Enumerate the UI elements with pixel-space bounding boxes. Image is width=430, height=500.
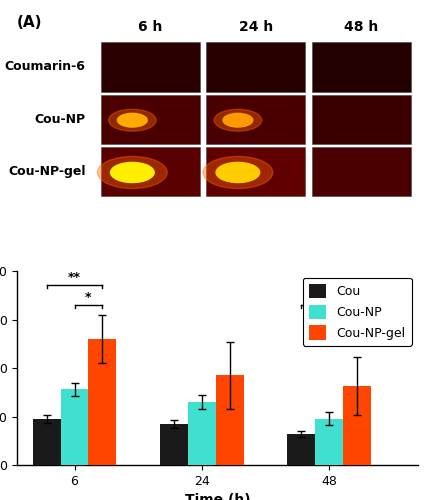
Bar	[206, 147, 304, 196]
Text: *: *	[325, 291, 332, 304]
Legend: Cou, Cou-NP, Cou-NP-gel: Cou, Cou-NP, Cou-NP-gel	[302, 278, 411, 346]
Text: **: **	[68, 270, 81, 283]
Circle shape	[117, 114, 147, 127]
Circle shape	[215, 162, 259, 182]
Circle shape	[214, 110, 261, 131]
Bar	[311, 42, 410, 92]
Bar	[88, 339, 116, 465]
Bar	[100, 147, 199, 196]
Circle shape	[110, 162, 154, 182]
Bar	[32, 419, 60, 465]
Text: 48 h: 48 h	[344, 20, 378, 34]
Bar	[342, 386, 370, 465]
Text: Cou-NP: Cou-NP	[34, 112, 85, 126]
Bar	[311, 94, 410, 144]
Circle shape	[108, 110, 156, 131]
Circle shape	[203, 156, 272, 188]
Bar	[206, 94, 304, 144]
Bar	[314, 418, 342, 465]
Text: 24 h: 24 h	[238, 20, 272, 34]
Bar	[60, 390, 88, 465]
Bar	[286, 434, 314, 465]
Text: *: *	[85, 291, 92, 304]
Bar	[215, 376, 243, 465]
Bar	[160, 424, 187, 465]
Text: 6 h: 6 h	[138, 20, 162, 34]
Bar	[100, 94, 199, 144]
Bar	[187, 402, 215, 465]
Text: Coumarin-6: Coumarin-6	[4, 60, 85, 74]
Bar	[206, 42, 304, 92]
X-axis label: Time (h): Time (h)	[184, 494, 250, 500]
Circle shape	[97, 156, 167, 188]
Bar	[100, 42, 199, 92]
Circle shape	[222, 114, 252, 127]
Text: (A): (A)	[17, 15, 43, 30]
Text: Cou-NP-gel: Cou-NP-gel	[8, 165, 85, 178]
Bar	[311, 147, 410, 196]
